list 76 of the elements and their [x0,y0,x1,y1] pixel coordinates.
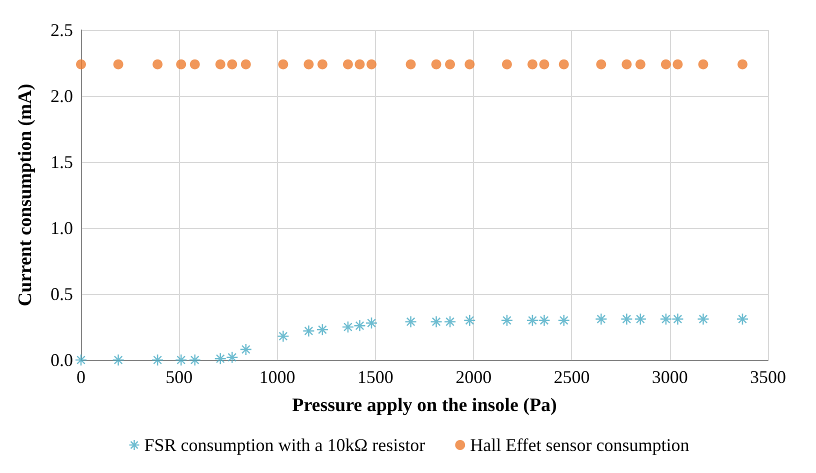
x-tick-label: 1000 [259,367,296,387]
x-tick-label: 3500 [750,367,786,387]
point [151,354,164,366]
point [74,354,88,366]
point [188,354,201,366]
point [174,354,188,366]
point [595,312,608,326]
point [736,312,749,326]
point [304,59,314,70]
point [214,352,227,365]
point [365,316,378,330]
x-tick-label: 1500 [357,367,394,387]
point [152,59,163,70]
point [539,59,550,70]
y-tick-label: 1.5 [50,152,73,172]
point [227,59,238,70]
legend-label: FSR consumption with a 10kΩ resistor [144,435,426,455]
point [226,351,238,364]
point [538,314,550,327]
point [302,324,315,338]
point [176,59,186,70]
point [317,59,328,70]
point [112,354,124,366]
point [527,59,538,70]
point [240,343,252,356]
point [635,59,646,70]
point [697,312,710,326]
point [672,59,683,70]
y-tick-label: 2.5 [50,20,73,40]
point [698,59,708,70]
point [672,312,684,326]
y-tick-label: 2.0 [50,86,73,106]
point [526,314,539,327]
point [596,59,606,70]
legend-label: Hall Effet sensor consumption [470,435,690,455]
x-tick-label: 0 [76,367,86,387]
point [354,59,365,70]
point [464,59,475,70]
point [76,59,86,70]
point [620,312,633,326]
point [342,59,353,70]
point [354,320,366,332]
point [444,316,456,328]
point [558,59,569,70]
point [316,323,329,336]
x-tick-label: 500 [166,367,193,387]
x-tick-label: 2000 [456,367,492,387]
x-axis-title: Pressure apply on the insole (Pa) [292,395,557,416]
point [404,316,417,328]
point [190,59,200,70]
point [558,314,570,327]
point [660,59,671,70]
x-tick-label: 2500 [554,367,590,387]
point [406,59,416,70]
point [431,59,442,70]
point [215,59,226,70]
y-axis-title: Current consumption (mA) [15,84,36,306]
point [366,59,377,70]
point [737,59,748,70]
point [277,330,290,342]
point [634,312,647,326]
point [278,59,288,70]
point [463,314,476,327]
point [342,320,354,334]
y-tick-label: 0.5 [50,284,73,304]
point [240,59,251,70]
point [660,312,672,326]
point [502,59,512,70]
y-tick-label: 0.0 [50,350,73,370]
y-tick-label: 1.0 [50,218,73,238]
point [445,59,456,70]
point [500,314,514,327]
point [113,59,124,70]
point [622,59,632,70]
point [430,316,442,328]
x-tick-label: 3000 [652,367,688,387]
